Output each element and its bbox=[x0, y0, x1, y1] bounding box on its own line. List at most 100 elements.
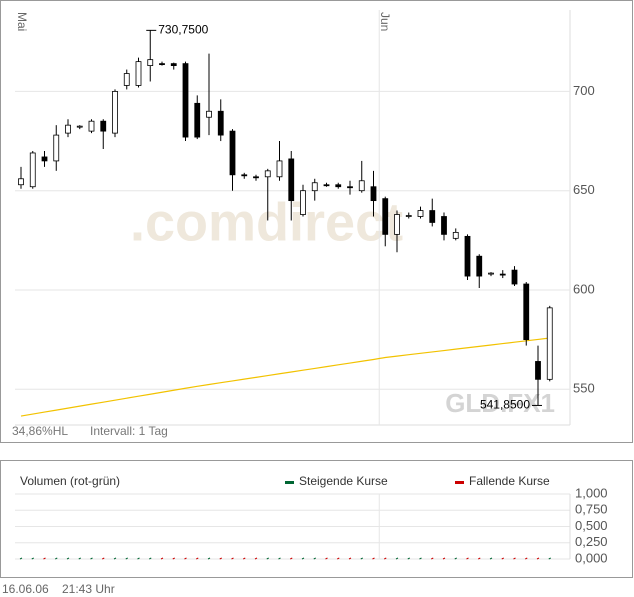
candle-body bbox=[311, 182, 318, 192]
candle-body bbox=[535, 361, 541, 380]
volume-bar bbox=[172, 557, 175, 560]
candle-body bbox=[206, 110, 212, 118]
candle-body bbox=[394, 214, 400, 235]
y-tick-label: 0,250 bbox=[575, 534, 608, 549]
watermark: .comdirect bbox=[130, 192, 403, 252]
legend-swatch bbox=[285, 481, 294, 484]
candle-body bbox=[382, 198, 389, 235]
candle-body bbox=[358, 180, 365, 192]
footer-date: 16.06.06 bbox=[2, 582, 49, 596]
candle-body bbox=[276, 160, 283, 178]
candle-body bbox=[417, 210, 424, 217]
legend-label: Fallende Kurse bbox=[469, 474, 550, 488]
candle-body bbox=[159, 63, 165, 66]
candle-body bbox=[452, 231, 459, 239]
x-tick-label: Mai bbox=[15, 12, 29, 31]
volume-bar bbox=[219, 557, 222, 560]
candle-body bbox=[511, 269, 518, 285]
volume-bar bbox=[196, 557, 199, 560]
candle-body bbox=[88, 120, 95, 132]
volume-bar bbox=[290, 557, 293, 560]
candle-body bbox=[217, 110, 224, 136]
annotation-label: 541,8500 bbox=[480, 398, 530, 412]
candle-body bbox=[405, 215, 412, 217]
volume-bar bbox=[419, 557, 422, 560]
candle-body bbox=[488, 272, 494, 275]
volume-bar bbox=[254, 557, 258, 560]
y-tick-label: 1,000 bbox=[575, 485, 608, 500]
volume-bar bbox=[102, 557, 105, 560]
volume-bar bbox=[384, 557, 387, 560]
volume-bar bbox=[478, 557, 481, 560]
y-tick-label: 650 bbox=[573, 182, 595, 197]
candle-body bbox=[546, 307, 553, 380]
volume-bar bbox=[160, 557, 164, 560]
candle-body bbox=[41, 156, 48, 162]
candle-body bbox=[253, 176, 259, 179]
candle-body bbox=[499, 273, 506, 276]
volume-bar bbox=[243, 557, 246, 560]
price-panel bbox=[0, 0, 633, 443]
volume-bar bbox=[90, 557, 93, 560]
volume-bar bbox=[513, 557, 516, 560]
range-label: 34,86%HL bbox=[12, 424, 68, 438]
volume-bar bbox=[301, 557, 305, 560]
volume-title: Volumen (rot-grün) bbox=[20, 474, 120, 488]
volume-bar bbox=[372, 557, 375, 560]
volume-bar bbox=[184, 557, 187, 560]
candle-body bbox=[300, 190, 306, 215]
volume-bar bbox=[19, 557, 23, 560]
volume-bar bbox=[231, 557, 234, 560]
y-tick-label: 550 bbox=[573, 381, 595, 396]
volume-bar bbox=[207, 557, 211, 560]
candle-body bbox=[229, 130, 236, 176]
volume-bar bbox=[337, 557, 340, 560]
annotation-label: 730,7500 bbox=[158, 23, 208, 37]
volume-bar bbox=[125, 557, 128, 560]
volume-bar bbox=[501, 557, 504, 560]
candle-body bbox=[323, 184, 330, 187]
candle-body bbox=[194, 102, 201, 138]
volume-bar bbox=[55, 557, 58, 560]
candle-body bbox=[112, 91, 118, 134]
legend-swatch bbox=[455, 481, 464, 484]
candle-body bbox=[347, 186, 353, 189]
volume-bar bbox=[536, 557, 540, 560]
candle-body bbox=[18, 178, 24, 186]
candle-body bbox=[523, 283, 530, 341]
x-tick-label: Jun bbox=[378, 12, 392, 31]
interval-label: Intervall: 1 Tag bbox=[90, 424, 168, 438]
candle-body bbox=[264, 170, 271, 178]
volume-bar bbox=[395, 557, 399, 560]
volume-bar bbox=[78, 557, 81, 560]
volume-bar bbox=[442, 557, 446, 560]
volume-bar bbox=[525, 557, 528, 560]
volume-bar bbox=[313, 557, 316, 560]
candle-body bbox=[335, 184, 342, 188]
y-tick-label: 700 bbox=[573, 83, 595, 98]
candle-body bbox=[170, 63, 177, 66]
candle-body bbox=[429, 210, 436, 223]
candle-body bbox=[29, 152, 36, 188]
candle-body bbox=[53, 134, 60, 162]
candle-body bbox=[100, 120, 107, 132]
volume-bar bbox=[454, 557, 457, 560]
y-tick-label: 600 bbox=[573, 281, 595, 296]
volume-bar bbox=[113, 557, 117, 560]
y-tick-label: 0,500 bbox=[575, 518, 608, 533]
candle-body bbox=[182, 63, 189, 138]
volume-bar bbox=[548, 557, 551, 560]
moving-average bbox=[20, 337, 550, 417]
candle-body bbox=[476, 255, 483, 277]
candle-body bbox=[241, 174, 248, 177]
footer-time: 21:43 Uhr bbox=[62, 582, 115, 596]
candle-body bbox=[65, 124, 71, 134]
candle-body bbox=[288, 158, 295, 202]
volume-bar bbox=[43, 557, 46, 560]
candle-body bbox=[441, 216, 447, 235]
candle-body bbox=[135, 61, 142, 86]
candle-body bbox=[147, 59, 154, 66]
volume-bar bbox=[489, 557, 493, 560]
volume-bar bbox=[325, 557, 328, 560]
